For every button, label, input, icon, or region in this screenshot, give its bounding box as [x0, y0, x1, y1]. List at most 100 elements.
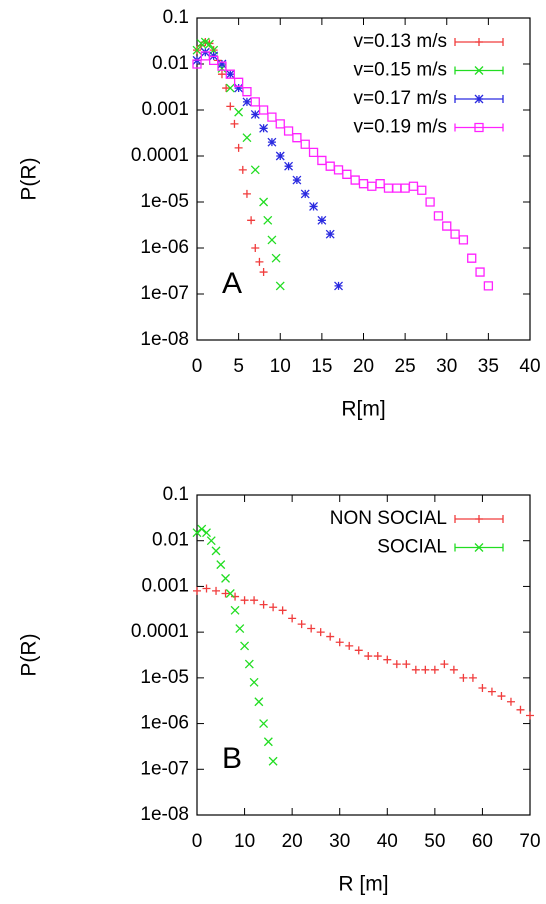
data-point [278, 606, 287, 615]
legend-label: v=0.17 m/s [354, 88, 447, 109]
data-point [367, 181, 377, 191]
data-point [267, 235, 277, 245]
data-point [193, 586, 201, 595]
data-point [258, 105, 269, 115]
data-point [307, 624, 316, 633]
data-point [317, 155, 327, 166]
data-point [458, 235, 469, 245]
y-tick-label: 0.1 [163, 484, 189, 505]
data-point [238, 165, 247, 174]
data-point [516, 705, 525, 714]
data-point [440, 660, 449, 669]
data-point [408, 181, 419, 191]
x-tick-label: 35 [478, 356, 499, 377]
legend-label: v=0.15 m/s [354, 60, 447, 81]
legend-label: v=0.13 m/s [354, 31, 447, 52]
data-point [234, 107, 244, 117]
data-point [383, 183, 394, 193]
data-point [300, 139, 310, 149]
data-point [483, 281, 494, 291]
data-point [259, 600, 268, 609]
data-point [450, 229, 460, 239]
data-point [342, 169, 352, 179]
data-point [197, 524, 207, 534]
data-point [192, 528, 202, 538]
y-tick-label: 1e-06 [140, 237, 189, 258]
legend-marker [474, 94, 484, 104]
data-point [292, 175, 302, 185]
data-point [421, 665, 430, 674]
data-point [259, 268, 268, 277]
y-axis-label: P(R) [18, 633, 41, 676]
legend-label: NON SOCIAL [330, 508, 447, 529]
data-point [225, 83, 235, 93]
legend-marker [474, 543, 484, 552]
data-point [364, 652, 373, 661]
x-tick-label: 60 [472, 831, 493, 852]
data-point [497, 692, 506, 701]
panel-annotation: B [222, 742, 242, 775]
data-point [459, 673, 468, 682]
data-point [275, 119, 285, 129]
x-tick-label: 70 [519, 831, 540, 852]
data-point [247, 216, 256, 225]
data-point [297, 620, 306, 629]
data-point [526, 711, 534, 720]
data-point [334, 281, 343, 291]
data-point [250, 109, 260, 119]
data-point [259, 197, 269, 207]
data-point [449, 665, 458, 674]
data-point [326, 632, 335, 641]
data-point [275, 281, 285, 291]
x-tick-label: 0 [192, 356, 203, 377]
data-point [292, 133, 302, 143]
data-point [345, 641, 354, 650]
y-tick-label: 0.01 [152, 53, 189, 74]
data-point [231, 592, 240, 601]
x-tick-label: 25 [395, 356, 416, 377]
data-point [430, 665, 439, 674]
data-point [233, 77, 244, 87]
data-point [478, 683, 487, 692]
data-point [433, 211, 444, 221]
data-point [250, 165, 260, 175]
x-tick-label: 10 [270, 356, 291, 377]
x-tick-label: 30 [329, 831, 350, 852]
data-point [221, 589, 230, 598]
legend-marker [475, 515, 483, 523]
data-point [242, 97, 252, 107]
data-point [267, 137, 277, 147]
legend-marker [475, 38, 483, 46]
data-point [284, 161, 294, 171]
y-tick-label: 0.0001 [131, 145, 189, 166]
data-point [402, 660, 411, 669]
data-point [202, 584, 211, 593]
data-point [475, 267, 485, 277]
data-point [240, 596, 249, 605]
data-point [263, 737, 273, 747]
data-point [202, 528, 211, 538]
data-point [468, 673, 477, 682]
data-point [212, 586, 221, 595]
data-point [487, 687, 496, 696]
y-tick-label: 1e-08 [140, 804, 189, 825]
data-point [467, 253, 477, 263]
x-tick-label: 10 [234, 831, 255, 852]
data-point [217, 70, 226, 79]
data-point [250, 596, 259, 605]
data-point [268, 756, 278, 766]
data-point [249, 677, 259, 687]
data-point [200, 37, 210, 47]
x-tick-label: 5 [233, 356, 244, 377]
legend-marker [474, 122, 484, 133]
data-point [506, 697, 515, 706]
data-point [275, 151, 285, 161]
data-point [271, 253, 281, 263]
data-point [325, 229, 335, 239]
data-point [221, 573, 231, 583]
data-point [222, 84, 231, 93]
data-point [373, 652, 382, 661]
data-point [259, 123, 269, 133]
data-point [263, 215, 273, 225]
data-point [254, 697, 264, 707]
